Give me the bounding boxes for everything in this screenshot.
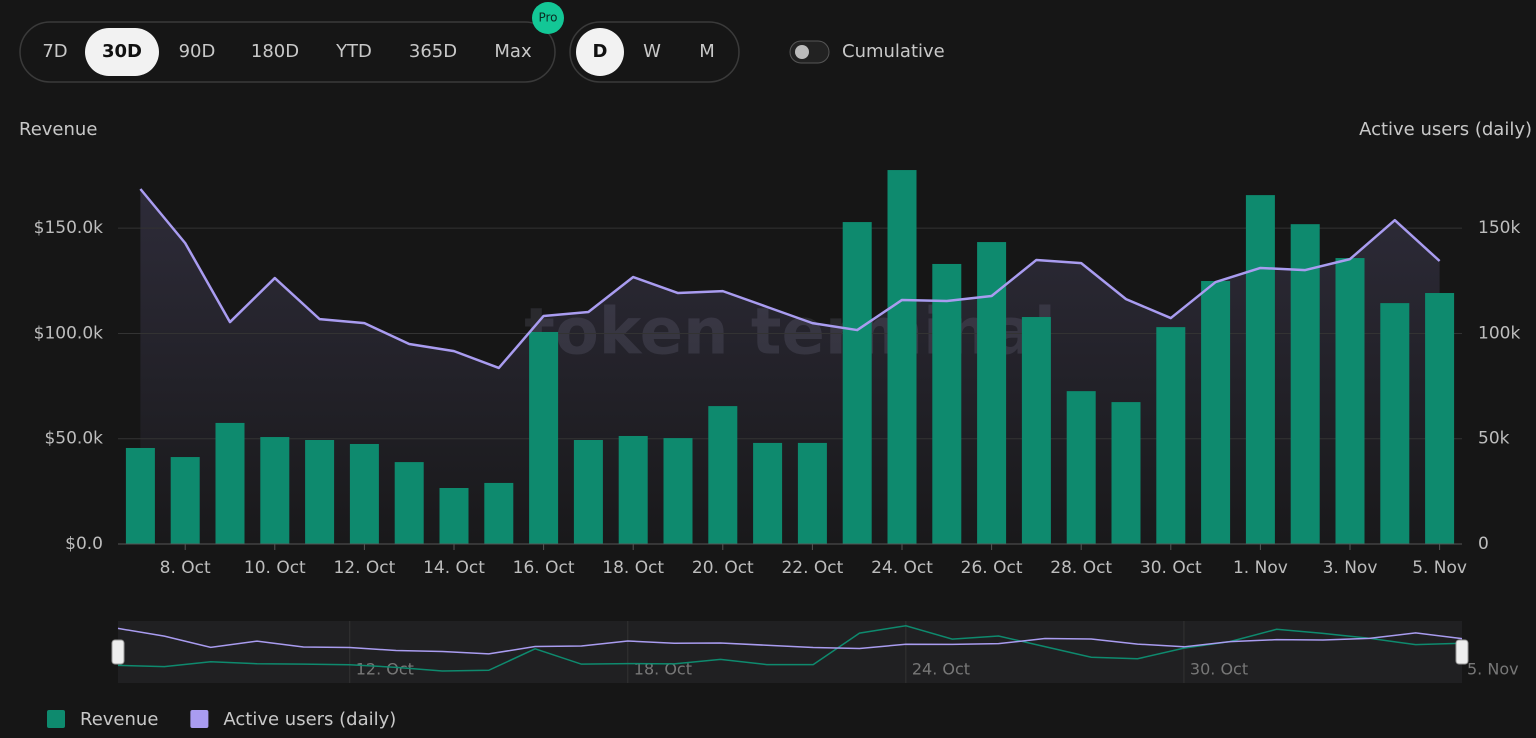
x-tick-label: 20. Oct [692, 558, 754, 578]
range-selected [85, 28, 159, 76]
x-tick-label: 30. Oct [1140, 558, 1202, 578]
bar [439, 487, 469, 544]
y-tick-label: $0.0 [65, 534, 103, 554]
bar [797, 442, 827, 544]
y-tick-label: $150.0k [34, 218, 103, 238]
bar [1380, 303, 1410, 544]
y2-tick-label: 0 [1478, 534, 1489, 554]
range-button[interactable]: Max [494, 41, 532, 62]
bar [1335, 258, 1365, 544]
legend-swatch [190, 710, 209, 728]
navigator-label: 24. Oct [912, 660, 970, 679]
y2-axis-title: Active users (daily) [1359, 119, 1532, 140]
bar [305, 439, 335, 544]
bar [125, 447, 155, 544]
bar [1201, 281, 1231, 544]
bar [484, 482, 514, 544]
y2-tick-label: 100k [1478, 323, 1520, 343]
toggle-knob [795, 45, 809, 59]
bar [708, 406, 738, 544]
bar [977, 242, 1007, 544]
x-tick-label: 3. Nov [1323, 558, 1378, 578]
y2-tick-label: 150k [1478, 218, 1520, 238]
navigator-label: 30. Oct [1190, 660, 1248, 679]
bar [215, 422, 245, 544]
range-button[interactable]: 7D [42, 41, 67, 62]
interval-selected [576, 28, 624, 76]
bar [170, 457, 200, 544]
bar [842, 222, 872, 545]
navigator-handle[interactable] [111, 639, 125, 665]
y-axis-title: Revenue [19, 119, 97, 140]
range-button[interactable]: YTD [335, 41, 372, 62]
bar [618, 435, 648, 544]
navigator-handle[interactable] [1455, 639, 1469, 665]
x-tick-label: 28. Oct [1050, 558, 1112, 578]
range-group [19, 21, 556, 83]
bar [1156, 327, 1186, 544]
bar [1111, 402, 1141, 544]
x-tick-label: 10. Oct [244, 558, 306, 578]
x-tick-label: 26. Oct [961, 558, 1023, 578]
legend-label[interactable]: Revenue [80, 709, 158, 730]
bar [1245, 195, 1275, 545]
navigator-line [117, 627, 1463, 655]
bar [1425, 293, 1455, 544]
interval-button[interactable]: D [593, 41, 608, 62]
legend-label[interactable]: Active users (daily) [223, 709, 396, 730]
pro-badge [532, 2, 564, 34]
bar [529, 331, 559, 544]
bar [349, 443, 379, 544]
bar [394, 462, 424, 544]
bar [663, 438, 693, 544]
x-tick-label: 5. Nov [1412, 558, 1467, 578]
interval-button[interactable]: M [699, 41, 715, 62]
x-tick-label: 12. Oct [333, 558, 395, 578]
navigator[interactable] [118, 621, 1462, 683]
bar [1290, 224, 1320, 544]
interval-button[interactable]: W [643, 41, 661, 62]
range-button[interactable]: 180D [251, 41, 299, 62]
y-tick-label: $100.0k [34, 323, 103, 343]
bar [260, 437, 290, 544]
legend-swatch [47, 710, 65, 728]
range-button[interactable]: 30D [102, 41, 142, 62]
bar [887, 170, 917, 544]
x-tick-label: 14. Oct [423, 558, 485, 578]
y-tick-label: $50.0k [44, 429, 103, 449]
x-tick-label: 8. Oct [160, 558, 211, 578]
x-tick-label: 1. Nov [1233, 558, 1288, 578]
x-tick-label: 24. Oct [871, 558, 933, 578]
range-button[interactable]: 365D [409, 41, 457, 62]
bar [1021, 317, 1051, 544]
y2-tick-label: 50k [1478, 429, 1510, 449]
bar [1066, 391, 1096, 544]
bar [573, 439, 603, 544]
x-tick-label: 18. Oct [602, 558, 664, 578]
navigator-label: 5. Nov [1467, 660, 1519, 679]
navigator-line [117, 624, 1463, 672]
line [139, 188, 1441, 370]
range-button[interactable]: 90D [179, 41, 216, 62]
pro-badge-label: Pro [538, 11, 557, 25]
bar [932, 263, 962, 544]
x-tick-label: 16. Oct [513, 558, 575, 578]
bar [753, 442, 783, 544]
interval-group [569, 21, 740, 83]
navigator-label: 12. Oct [356, 660, 414, 679]
cumulative-label[interactable]: Cumulative [842, 41, 945, 62]
area [140, 189, 1440, 544]
x-tick-label: 22. Oct [781, 558, 843, 578]
